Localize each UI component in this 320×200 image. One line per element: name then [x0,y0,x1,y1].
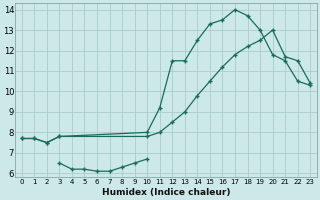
X-axis label: Humidex (Indice chaleur): Humidex (Indice chaleur) [102,188,230,197]
